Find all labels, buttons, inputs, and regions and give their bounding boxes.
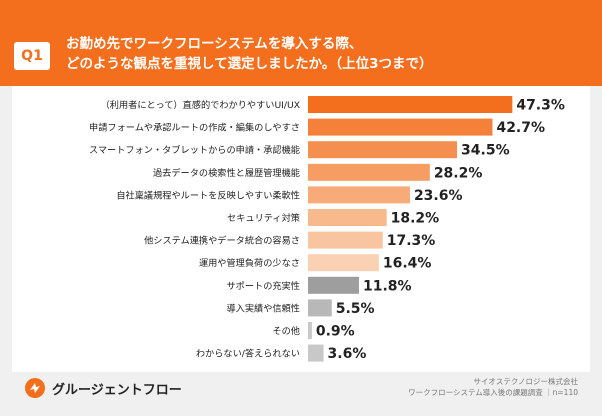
bar (308, 163, 430, 181)
category-label: （利用者にとって）直感的でわかりやすいUI/UX (101, 99, 300, 111)
data-label: 47.3% (516, 98, 565, 114)
source-survey: ワークフローシステム導入後の課題調査 ｜n=110 (408, 388, 578, 397)
category-label: 過去データの検索性と履歴管理機能 (153, 167, 300, 179)
category-label: 他システム連携やデータ統合の容易さ (144, 235, 300, 247)
data-label: 23.6% (414, 188, 463, 204)
logo-text: グルージェントフロー (52, 382, 182, 398)
category-label: セキュリティ対策 (227, 212, 300, 224)
category-label: 自社稟議規程やルートを反映しやすい柔軟性 (116, 189, 300, 201)
bar (308, 141, 458, 159)
category-label: その他 (272, 325, 300, 337)
bar (308, 186, 410, 204)
data-label: 28.2% (434, 165, 483, 181)
bar (308, 254, 379, 272)
category-label: 申請フォームや承認ルートの作成・編集のしやすさ (89, 122, 300, 134)
logo-icon (25, 378, 45, 398)
source-note: サイオステクノロジー株式会社 ワークフローシステム導入後の課題調査 ｜n=110 (408, 376, 578, 398)
bar (308, 209, 387, 226)
bar (308, 299, 332, 317)
source-company: サイオステクノロジー株式会社 (473, 377, 578, 386)
question-line-1: お勤め先でワークフローシステムを導入する際、 (66, 36, 363, 52)
bar (308, 96, 513, 113)
question-text: お勤め先でワークフローシステムを導入する際、 どのような観点を重視して選定しまし… (66, 34, 586, 74)
data-label: 3.6% (328, 346, 367, 362)
question-line-2: どのような観点を重視して選定しましたか。（上位3つまで） (66, 56, 433, 72)
data-label: 42.7% (496, 120, 545, 136)
data-label: 18.2% (391, 211, 440, 227)
bar-chart: （利用者にとって）直感的でわかりやすいUI/UX 47.3% 申請フォームや承認ルー… (89, 96, 565, 362)
data-label: 16.4% (383, 256, 432, 272)
category-label: サポートの充実性 (227, 280, 301, 292)
header-banner: Q1 お勤め先でワークフローシステムを導入する際、 どのような観点を重視して選定… (0, 0, 602, 86)
category-label: 運用や管理負荷の少なさ (199, 257, 300, 269)
category-label: わからない/答えられない (196, 348, 300, 360)
bar (308, 322, 312, 339)
data-label: 17.3% (387, 233, 436, 249)
data-label: 11.8% (363, 278, 412, 294)
bar (308, 118, 493, 136)
category-label: 導入実績や信頼性 (227, 302, 301, 314)
bar (308, 231, 383, 249)
bar (308, 276, 359, 294)
bar (308, 344, 324, 362)
brand-logo: グルージェントフロー (24, 376, 182, 400)
data-label: 0.9% (316, 324, 355, 340)
category-label: スマートフォン・タブレットからの申請・承認機能 (89, 144, 300, 156)
data-label: 5.5% (336, 301, 375, 317)
data-label: 34.5% (461, 143, 510, 159)
chart-card: （利用者にとって）直感的でわかりやすいUI/UX 47.3% 申請フォームや承認ルー… (12, 86, 590, 372)
question-badge: Q1 (14, 42, 50, 70)
